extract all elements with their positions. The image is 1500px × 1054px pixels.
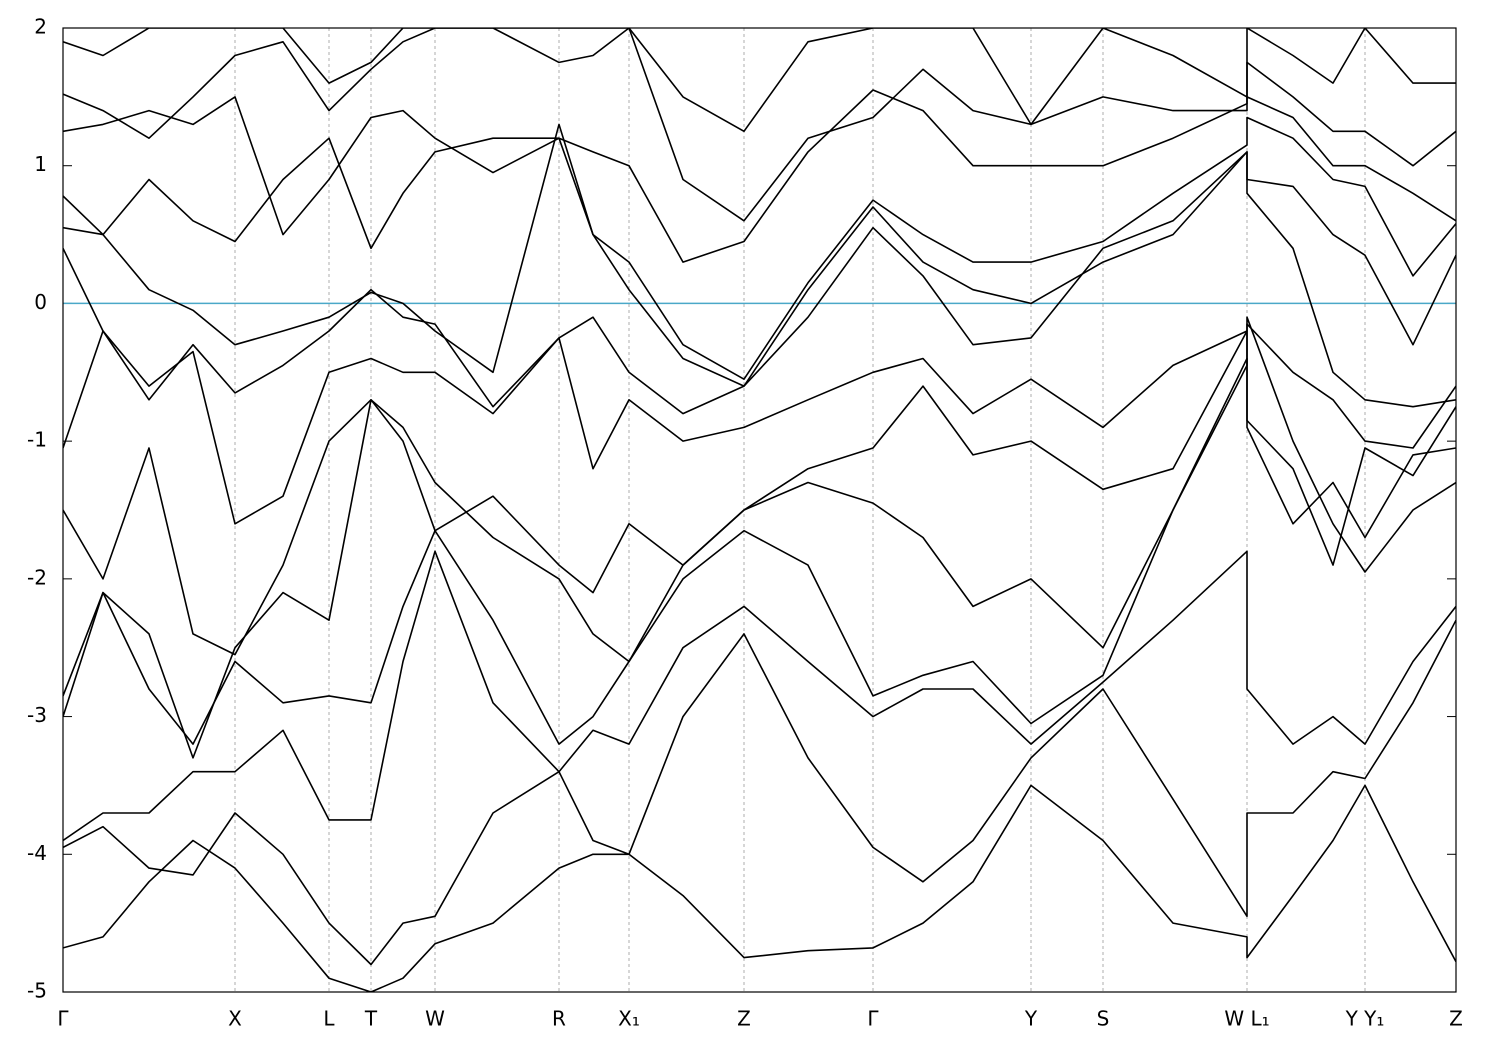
x-tick-label: X — [228, 1007, 242, 1031]
band-line — [63, 619, 1456, 966]
x-tick-label: Z — [737, 1007, 751, 1031]
band-line — [63, 316, 1456, 745]
x-tick-label: W — [425, 1007, 445, 1031]
y-tick-label: -3 — [27, 703, 47, 727]
x-tick-label: X₁ — [618, 1007, 640, 1031]
band-line — [63, 330, 1456, 656]
plot-border — [62, 27, 1457, 993]
band-line — [63, 28, 1456, 222]
x-tick-label: T — [364, 1007, 378, 1031]
y-tick-label: -1 — [27, 428, 47, 452]
y-tick-label: -4 — [27, 841, 47, 865]
band-line — [63, 784, 1456, 992]
band-line — [63, 28, 1456, 133]
band-line — [63, 550, 1456, 842]
band-line — [63, 151, 1456, 415]
x-tick-label: Y Y₁ — [1345, 1007, 1385, 1031]
band-line — [63, 89, 1456, 263]
x-tick-label: R — [552, 1007, 566, 1031]
y-tick-label: 2 — [34, 15, 47, 39]
y-tick-label: 1 — [34, 152, 47, 176]
x-tick-label: Γ — [867, 1007, 879, 1031]
x-tick-label: Z — [1449, 1007, 1463, 1031]
plot-area — [63, 28, 1456, 992]
band-line — [63, 116, 1456, 380]
band-line — [63, 323, 1456, 525]
y-tick-label: 0 — [34, 290, 47, 314]
x-tick-label: Γ — [57, 1007, 69, 1031]
x-tick-label: L — [323, 1007, 335, 1031]
y-tick-label: -2 — [27, 565, 47, 589]
x-tick-label: W L₁ — [1224, 1007, 1269, 1031]
x-tick-label: S — [1097, 1007, 1110, 1031]
y-tick-label: -5 — [27, 979, 47, 1003]
band-line — [63, 123, 1456, 387]
x-tick-label: Y — [1024, 1007, 1038, 1031]
